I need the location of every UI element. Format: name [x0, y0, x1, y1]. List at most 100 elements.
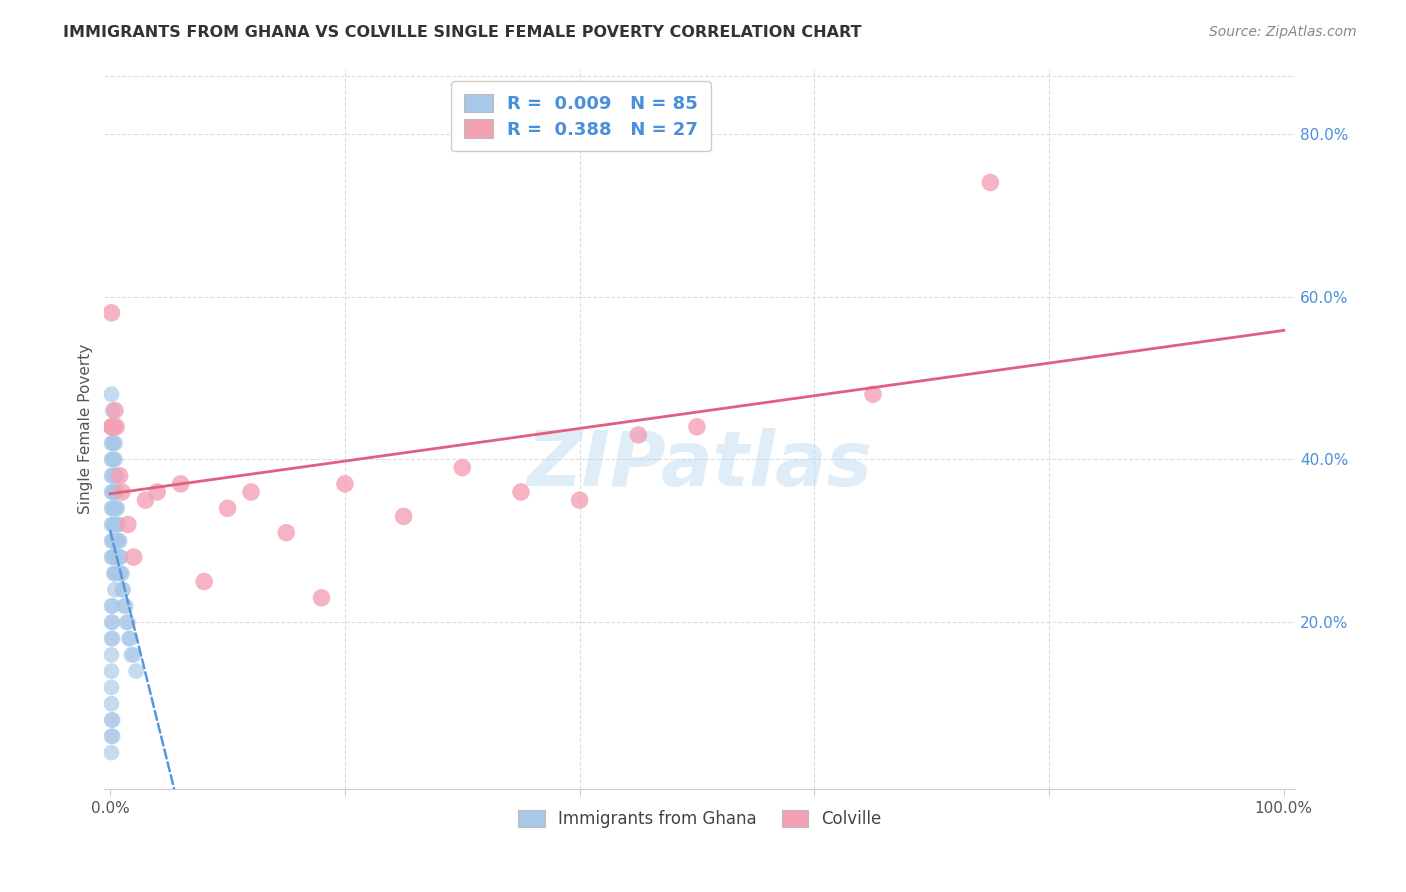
Point [100, 517, 122, 532]
Point [101, 436, 124, 450]
Point [100, 436, 122, 450]
Point [101, 420, 124, 434]
Point [101, 533, 124, 548]
Point [100, 632, 122, 646]
Point [108, 550, 131, 565]
Point [101, 729, 124, 743]
Point [114, 599, 136, 613]
Point [193, 574, 215, 589]
Point [979, 176, 1001, 190]
Point [111, 485, 134, 500]
Point [110, 566, 132, 581]
Point [108, 566, 131, 581]
Point [101, 420, 124, 434]
Point [104, 485, 127, 500]
Point [392, 509, 415, 524]
Point [103, 452, 125, 467]
Point [101, 485, 124, 500]
Point [104, 533, 127, 548]
Point [105, 517, 128, 532]
Point [103, 566, 125, 581]
Point [101, 452, 124, 467]
Point [104, 501, 127, 516]
Point [125, 664, 148, 678]
Point [169, 476, 191, 491]
Point [110, 550, 132, 565]
Point [103, 420, 125, 434]
Point [103, 501, 125, 516]
Point [104, 403, 127, 417]
Point [101, 599, 124, 613]
Point [333, 476, 356, 491]
Point [103, 533, 125, 548]
Point [104, 452, 127, 467]
Point [100, 550, 122, 565]
Point [112, 599, 135, 613]
Point [101, 468, 124, 483]
Point [105, 468, 128, 483]
Point [103, 485, 125, 500]
Point [627, 428, 650, 442]
Point [104, 517, 127, 532]
Text: ZIPatlas: ZIPatlas [527, 428, 873, 502]
Point [100, 485, 122, 500]
Point [103, 420, 125, 434]
Point [105, 550, 128, 565]
Point [105, 566, 128, 581]
Point [510, 485, 533, 500]
Point [117, 615, 139, 630]
Point [101, 501, 124, 516]
Point [107, 533, 129, 548]
Point [100, 420, 122, 434]
Point [112, 582, 135, 597]
Point [686, 420, 709, 434]
Point [100, 420, 122, 434]
Point [120, 648, 142, 662]
Point [101, 632, 124, 646]
Point [103, 550, 125, 565]
Point [104, 550, 127, 565]
Point [100, 746, 122, 760]
Point [115, 615, 138, 630]
Point [105, 533, 128, 548]
Point [217, 501, 239, 516]
Point [100, 387, 122, 401]
Point [100, 501, 122, 516]
Point [100, 533, 122, 548]
Point [105, 533, 128, 548]
Text: IMMIGRANTS FROM GHANA VS COLVILLE SINGLE FEMALE POVERTY CORRELATION CHART: IMMIGRANTS FROM GHANA VS COLVILLE SINGLE… [63, 25, 862, 40]
Point [104, 582, 127, 597]
Point [111, 566, 134, 581]
Y-axis label: Single Female Poverty: Single Female Poverty [79, 343, 93, 514]
Point [451, 460, 474, 475]
Point [862, 387, 884, 401]
Point [100, 697, 122, 711]
Point [101, 517, 124, 532]
Point [100, 648, 122, 662]
Point [122, 550, 145, 565]
Text: Source: ZipAtlas.com: Source: ZipAtlas.com [1209, 25, 1357, 39]
Point [108, 468, 131, 483]
Point [105, 420, 128, 434]
Point [104, 468, 127, 483]
Point [101, 403, 124, 417]
Point [108, 533, 131, 548]
Point [105, 501, 128, 516]
Point [117, 517, 139, 532]
Point [105, 501, 128, 516]
Point [101, 713, 124, 727]
Point [105, 485, 128, 500]
Point [104, 436, 127, 450]
Point [107, 550, 129, 565]
Point [103, 517, 125, 532]
Point [105, 517, 128, 532]
Point [134, 493, 156, 508]
Point [568, 493, 591, 508]
Point [100, 729, 122, 743]
Point [240, 485, 263, 500]
Point [100, 615, 122, 630]
Legend: Immigrants from Ghana, Colville: Immigrants from Ghana, Colville [512, 804, 889, 835]
Point [311, 591, 333, 605]
Point [100, 452, 122, 467]
Point [100, 681, 122, 695]
